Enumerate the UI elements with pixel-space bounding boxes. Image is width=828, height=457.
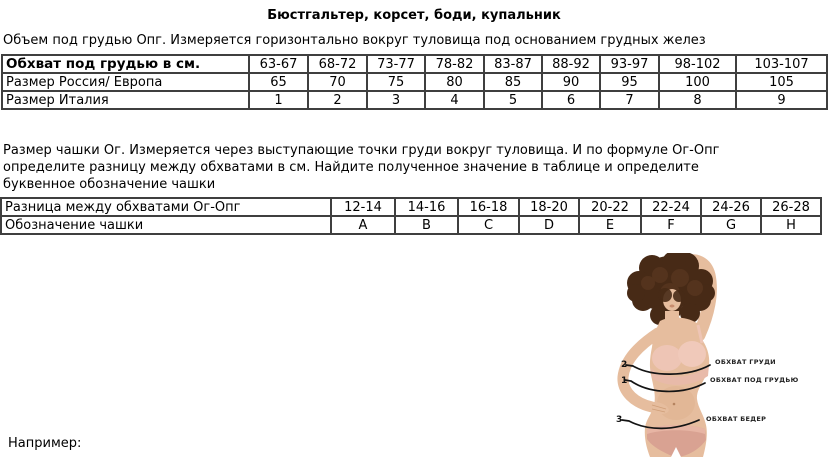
table-cell: 9 xyxy=(735,90,828,110)
italy-label-cell: Размер Италия xyxy=(1,90,250,110)
table-cell: 93-97 xyxy=(599,54,660,74)
example-label: Например: xyxy=(8,436,82,451)
underbust-size-table: Обхват под грудью в см. 63-67 68-72 73-7… xyxy=(1,54,828,110)
figure-marker-bust: 2 xyxy=(621,360,628,370)
underbust-line xyxy=(624,379,706,393)
table-cell: 85 xyxy=(483,72,543,92)
table-cell: 4 xyxy=(424,90,485,110)
table-cell: D xyxy=(518,215,580,235)
bust-line xyxy=(625,364,711,375)
table-cell: 22-24 xyxy=(640,197,702,217)
table-cell: 80 xyxy=(424,72,485,92)
measurement-figure: 2 1 3 ОБХВАТ ГРУДИ ОБХВАТ ПОД ГРУДЬЮ ОБХ… xyxy=(610,253,828,457)
panties xyxy=(647,425,706,457)
cup-letter-label-cell: Обозначение чашки xyxy=(0,215,332,235)
table-cell: 7 xyxy=(599,90,660,110)
table-cell: 12-14 xyxy=(330,197,396,217)
table-cell: 2 xyxy=(307,90,368,110)
cup-size-table: Разница между обхватами Ог-Опг 12-14 14-… xyxy=(0,197,822,235)
underbust-header-cell: Обхват под грудью в см. xyxy=(1,54,250,74)
russia-europe-label-cell: Размер Россия/ Европа xyxy=(1,72,250,92)
table-cell: 100 xyxy=(658,72,737,92)
table-cell: 68-72 xyxy=(307,54,368,74)
table-row: Разница между обхватами Ог-Опг 12-14 14-… xyxy=(0,197,822,217)
table-cell: 73-77 xyxy=(366,54,426,74)
table-cell: 14-16 xyxy=(394,197,459,217)
table-cell: 26-28 xyxy=(760,197,822,217)
cup-diff-label-cell: Разница между обхватами Ог-Опг xyxy=(0,197,332,217)
table-cell: 70 xyxy=(307,72,368,92)
underbust-intro-text: Объем под грудью Опг. Измеряется горизон… xyxy=(3,33,706,48)
table-cell: 105 xyxy=(735,72,828,92)
bra xyxy=(651,324,709,385)
cup-intro-text: Размер чашки Ог. Измеряется через выступ… xyxy=(3,142,719,193)
table-cell: H xyxy=(760,215,822,235)
table-cell: 78-82 xyxy=(424,54,485,74)
hips-line xyxy=(621,419,700,430)
woman-illustration xyxy=(617,253,717,457)
table-cell: 24-26 xyxy=(700,197,762,217)
table-row: Обозначение чашки A B C D E F G H xyxy=(0,215,822,235)
table-cell: 8 xyxy=(658,90,737,110)
table-cell: B xyxy=(394,215,459,235)
table-cell: 16-18 xyxy=(457,197,520,217)
cup-intro-line: определите разницу между обхватами в см.… xyxy=(3,160,699,175)
table-cell: 20-22 xyxy=(578,197,642,217)
table-row: Обхват под грудью в см. 63-67 68-72 73-7… xyxy=(1,54,828,74)
table-row: Размер Италия 1 2 3 4 5 6 7 8 9 xyxy=(1,90,828,110)
figure-label-bust: ОБХВАТ ГРУДИ xyxy=(715,358,776,366)
figure-label-hips: ОБХВАТ БЕДЕР xyxy=(706,415,767,423)
cup-intro-line: Размер чашки Ог. Измеряется через выступ… xyxy=(3,143,720,158)
table-row: Размер Россия/ Европа 65 70 75 80 85 90 … xyxy=(1,72,828,92)
table-cell: 75 xyxy=(366,72,426,92)
table-cell: 18-20 xyxy=(518,197,580,217)
table-cell: G xyxy=(700,215,762,235)
table-cell: 65 xyxy=(248,72,309,92)
table-cell: 98-102 xyxy=(658,54,737,74)
hair-highlights xyxy=(641,267,703,303)
measurement-lines xyxy=(621,364,711,430)
page-title: Бюстгальтер, корсет, боди, купальник xyxy=(267,8,561,23)
table-cell: C xyxy=(457,215,520,235)
figure-label-underbust: ОБХВАТ ПОД ГРУДЬЮ xyxy=(710,376,799,384)
akimbo-arm xyxy=(617,327,664,413)
table-cell: A xyxy=(330,215,396,235)
table-cell: F xyxy=(640,215,702,235)
table-cell: 6 xyxy=(541,90,601,110)
table-cell: 88-92 xyxy=(541,54,601,74)
table-cell: 1 xyxy=(248,90,309,110)
table-cell: 63-67 xyxy=(248,54,309,74)
navel xyxy=(672,402,676,406)
table-cell: 103-107 xyxy=(735,54,828,74)
table-cell: E xyxy=(578,215,642,235)
table-cell: 83-87 xyxy=(483,54,543,74)
table-cell: 90 xyxy=(541,72,601,92)
cup-intro-line: буквенное обозначение чашки xyxy=(3,177,216,192)
figure-marker-hips: 3 xyxy=(616,415,623,425)
table-cell: 5 xyxy=(483,90,543,110)
figure-marker-underbust: 1 xyxy=(621,376,628,386)
table-cell: 95 xyxy=(599,72,660,92)
table-cell: 3 xyxy=(366,90,426,110)
